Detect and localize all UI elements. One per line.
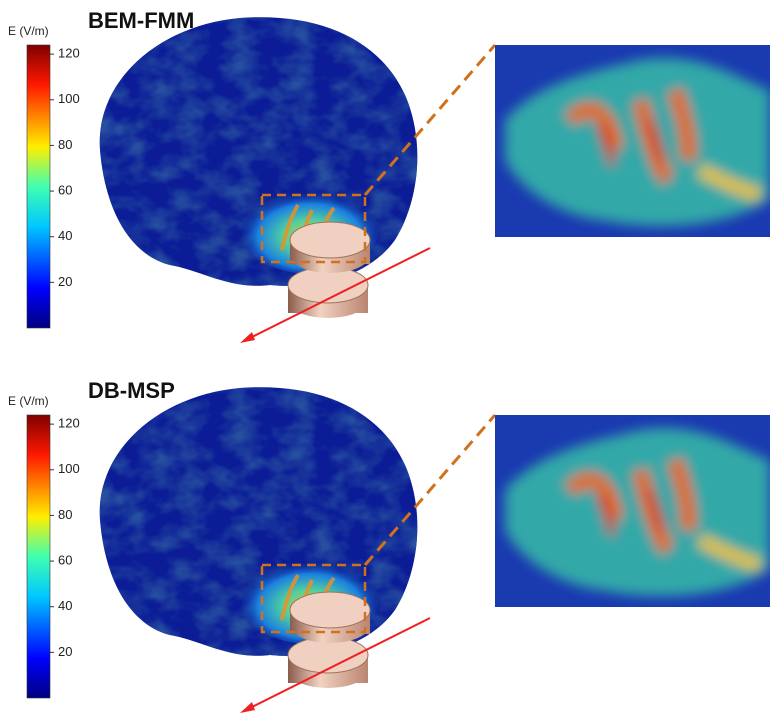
colorbar-tick-label: 20 xyxy=(58,644,72,659)
colorbar-tick-label: 100 xyxy=(58,91,80,106)
colorbar-tick-label: 120 xyxy=(58,416,80,431)
colorbar-tick-label: 40 xyxy=(58,228,72,243)
panel-title: BEM-FMM xyxy=(88,8,194,33)
colorbar-tick-label: 80 xyxy=(58,507,72,522)
panel-1-figure xyxy=(100,17,770,343)
colorbar xyxy=(26,44,51,329)
colorbar-tick-label: 120 xyxy=(58,46,80,61)
colorbar-tick-label: 100 xyxy=(58,461,80,476)
colorbar-tick-label: 60 xyxy=(58,183,72,198)
panel-2-figure xyxy=(100,387,770,713)
panel-title: DB-MSP xyxy=(88,378,175,403)
colorbar xyxy=(26,414,51,699)
colorbar-tick-label: 20 xyxy=(58,274,72,289)
colorbar-label: E (V/m) xyxy=(8,394,49,408)
colorbar-tick-label: 80 xyxy=(58,137,72,152)
colorbar-label: E (V/m) xyxy=(8,24,49,38)
colorbar-tick-label: 60 xyxy=(58,553,72,568)
colorbar-tick-label: 40 xyxy=(58,598,72,613)
